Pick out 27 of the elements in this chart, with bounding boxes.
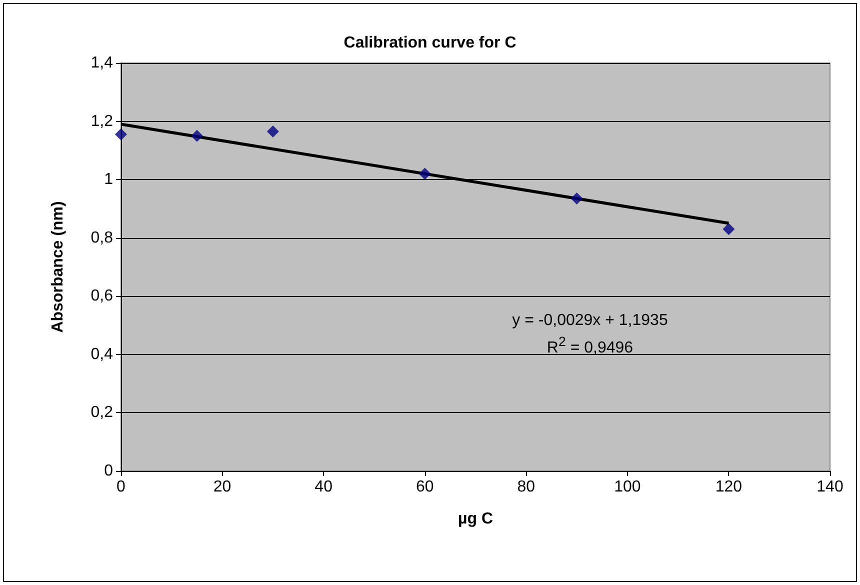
- y-tick-label: 0: [104, 462, 114, 480]
- y-tick-label: 0,4: [90, 346, 114, 363]
- point: [418, 168, 431, 180]
- point: [190, 130, 203, 142]
- x-tick-label: 100: [614, 478, 641, 496]
- x-tick-label: 140: [816, 478, 844, 496]
- point: [115, 128, 127, 140]
- x-axis-title: µg C: [458, 510, 494, 528]
- x-tick-label: 80: [517, 478, 536, 496]
- x-tick-label: 40: [314, 478, 333, 496]
- y-tick-label: 1,4: [90, 54, 114, 72]
- point: [266, 125, 279, 138]
- point: [722, 223, 735, 236]
- y-tick-label: 0,6: [90, 288, 114, 305]
- y-tick-label: 1,2: [90, 112, 114, 130]
- x-tick-label: 120: [715, 478, 742, 496]
- point: [570, 192, 583, 205]
- chart-title: Calibration curve for C: [344, 34, 517, 52]
- annotation: y = -0,0029x + 1,1935: [512, 312, 668, 330]
- x-tick-label: 0: [116, 478, 126, 496]
- y-tick-label: 0,2: [90, 404, 114, 422]
- x-tick-label: 60: [416, 478, 434, 496]
- annotation: R$^{2}$ = 0,9496: [546, 334, 634, 358]
- y-tick-label: 1: [104, 171, 114, 188]
- y-axis-title: Absorbance (nm): [50, 201, 66, 333]
- x-tick-label: 20: [213, 478, 232, 496]
- y-tick-label: 0,8: [90, 229, 114, 246]
